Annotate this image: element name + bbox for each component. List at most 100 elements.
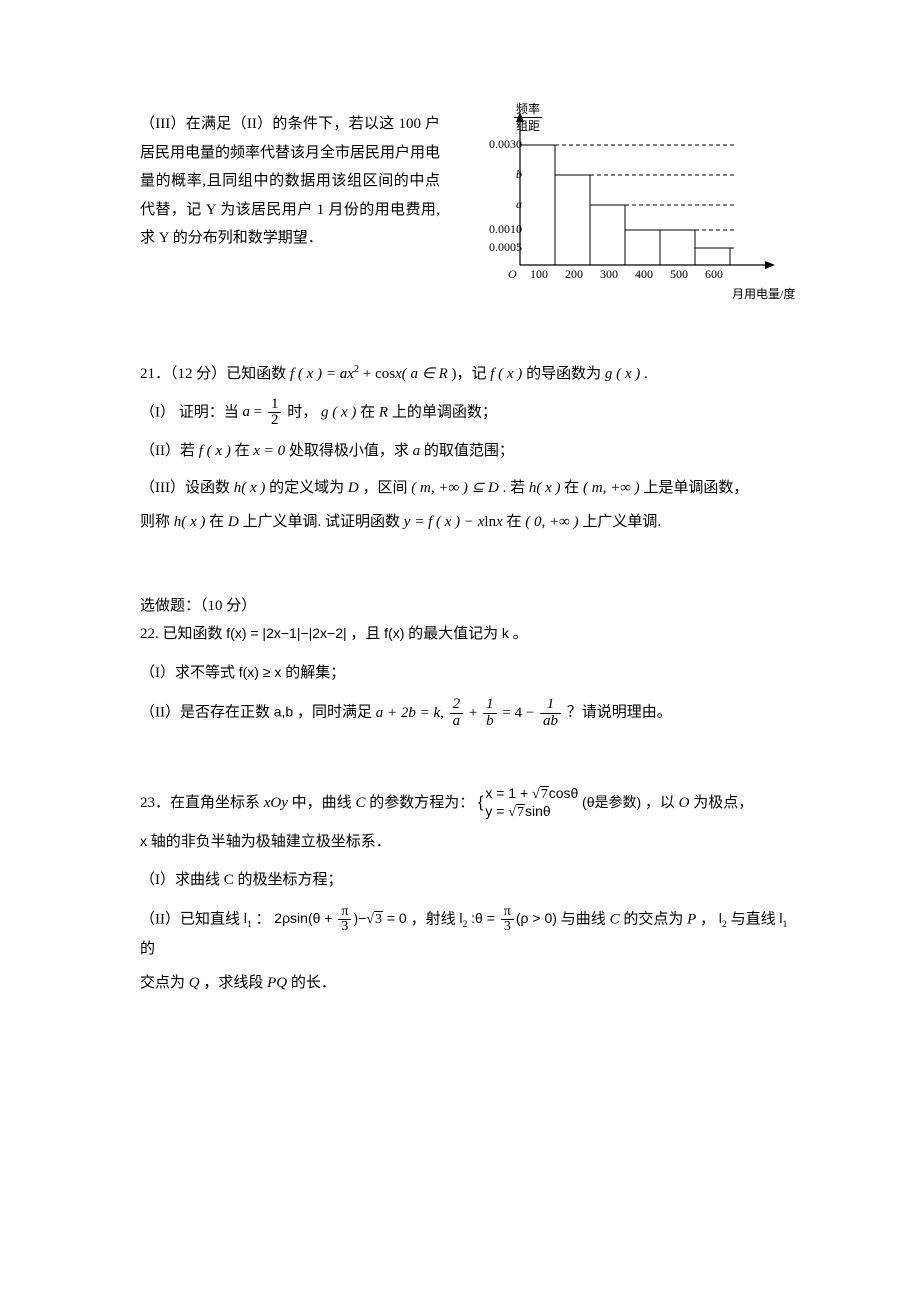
text: 则称 xyxy=(140,514,174,530)
parametric-cases: { x = 1 + √7cosθ y = √7sinθ xyxy=(478,785,578,822)
math: f ( x ) xyxy=(490,366,522,382)
math: ( m, +∞ ) xyxy=(583,480,640,496)
math: O xyxy=(679,794,690,810)
text: 的交点为 xyxy=(623,911,687,927)
math: a,b xyxy=(274,704,293,720)
text: 与曲线 xyxy=(561,911,610,927)
text: 上的单调函数； xyxy=(392,404,497,420)
text: . 若 xyxy=(503,480,529,496)
y-tick-label: 0.0005 xyxy=(489,241,522,253)
text: ，且 xyxy=(350,626,380,642)
math: C xyxy=(610,911,620,927)
text: 的长． xyxy=(291,975,336,991)
y-tick-label: b xyxy=(516,168,522,180)
math: x = 0 xyxy=(253,443,285,459)
optional-section-title: 选做题：（10 分） xyxy=(140,592,790,621)
math: l1 xyxy=(244,910,252,926)
text: 处取得极小值，求 xyxy=(289,443,413,459)
math: h( x ) xyxy=(174,514,206,530)
problem-22-part1: （I）求不等式 f(x) ≥ x 的解集； xyxy=(140,659,790,688)
problem-23: 23．在直角坐标系 xOy 中，曲线 C 的参数方程为： { x = 1 + √… xyxy=(140,785,790,998)
x-tick-label: 100 xyxy=(530,268,548,306)
math: a = 12 xyxy=(243,404,288,420)
y-axis-title-bottom: 组距 xyxy=(516,119,540,133)
y-axis-title-top: 频率 xyxy=(516,102,540,116)
problem-21-part3: （III）设函数 h( x ) 的定义域为 D ，区间 ( m, +∞ ) ⊆ … xyxy=(140,474,790,503)
problem-20-part3-block: （III）在满足（II）的条件下，若以这 100 户居民用电量的频率代替该月全市… xyxy=(140,110,790,300)
math: g ( x ) xyxy=(321,404,356,420)
problem-21-part2: （II）若 f ( x ) 在 x = 0 处取得极小值，求 a 的取值范围； xyxy=(140,437,790,466)
text: （III）设函数 xyxy=(140,480,234,496)
text: 在 xyxy=(360,404,379,420)
text: 上广义单调. xyxy=(582,514,661,530)
text: 22. 已知函数 xyxy=(140,626,223,642)
text: 在 xyxy=(235,443,254,459)
math: ( m, +∞ ) ⊆ D xyxy=(411,480,499,496)
text: 时， xyxy=(287,404,317,420)
text: ，同时满足 xyxy=(297,705,376,721)
math: ( 0, +∞ ) xyxy=(525,514,578,530)
text: （I）求不等式 xyxy=(140,665,235,681)
math: l1 xyxy=(779,910,787,926)
problem-22-stem: 22. 已知函数 f(x) = |2x−1|−|2x−2| ，且 f(x) 的最… xyxy=(140,620,790,649)
text: 中，曲线 xyxy=(292,794,356,810)
math: f ( x ) xyxy=(199,443,231,459)
problem-21: 21．（12 分）已知函数 f ( x ) = ax2 + cosx( a ∈ … xyxy=(140,360,790,537)
text: 的 xyxy=(140,941,155,957)
text: 的取值范围； xyxy=(424,443,514,459)
math: Q xyxy=(189,975,200,991)
text: 为极点， xyxy=(693,794,753,810)
math: D xyxy=(228,514,239,530)
text: （I） 证明：当 xyxy=(140,404,243,420)
problem-21-stem: 21．（12 分）已知函数 f ( x ) = ax2 + cosx( a ∈ … xyxy=(140,360,790,389)
math: P xyxy=(687,911,696,927)
text: 的解集； xyxy=(285,665,345,681)
text: ？请说明理由。 xyxy=(567,705,672,721)
text: ， xyxy=(700,911,715,927)
problem-23-stem-line2: x 轴的非负半轴为极轴建立极坐标系． xyxy=(140,828,790,857)
problem-22-part2: （II）是否存在正数 a,b ，同时满足 a + 2b = k, 2a + 1b… xyxy=(140,697,790,730)
y-tick-label: a xyxy=(516,198,522,210)
text: （II）已知直线 xyxy=(140,911,240,927)
y-tick-label: 0.0030 xyxy=(489,138,522,150)
math: 2ρsin(θ + π3)−√3 = 0 xyxy=(274,910,410,926)
math: f(x) = |2x−1|−|2x−2| xyxy=(226,625,346,641)
text: 轴的非负半轴为极轴建立极坐标系． xyxy=(151,834,391,850)
x-tick-label: 600 xyxy=(705,268,723,306)
problem-23-stem: 23．在直角坐标系 xOy 中，曲线 C 的参数方程为： { x = 1 + √… xyxy=(140,785,790,822)
text: )，记 xyxy=(451,366,490,382)
text: ，射线 xyxy=(411,911,456,927)
problem-21-part1: （I） 证明：当 a = 12 时， g ( x ) 在 R 上的单调函数； xyxy=(140,397,790,430)
text: 的参数方程为： xyxy=(369,794,474,810)
math: h( x ) xyxy=(529,480,561,496)
text: 的最大值记为 xyxy=(408,626,498,642)
page: （III）在满足（II）的条件下，若以这 100 户居民用电量的频率代替该月全市… xyxy=(0,0,920,1110)
math: PQ xyxy=(267,975,287,991)
math: f(x) ≥ x xyxy=(239,664,282,680)
frequency-histogram: 频率 组距 0.0030ba0.00100.0005 O100200300400… xyxy=(480,110,790,300)
math: f ( x ) = ax2 + cosx( a ∈ R xyxy=(290,366,448,382)
math: y = f ( x ) − xlnx xyxy=(404,514,503,530)
math: C xyxy=(355,794,365,810)
problem-21-part3-line2: 则称 h( x ) 在 D 上广义单调. 试证明函数 y = f ( x ) −… xyxy=(140,508,790,537)
math: g ( x ) xyxy=(605,366,640,382)
math: a + 2b = k, 2a + 1b = 4 − 1ab xyxy=(376,705,567,721)
text: （II）若 xyxy=(140,443,199,459)
problem-22: 22. 已知函数 f(x) = |2x−1|−|2x−2| ，且 f(x) 的最… xyxy=(140,620,790,730)
problem-23-part1: （I）求曲线 C 的极坐标方程； xyxy=(140,866,790,895)
text: 与直线 xyxy=(731,911,776,927)
x-tick-label: 500 xyxy=(670,268,688,306)
math: l2 xyxy=(459,910,467,926)
math: (θ是参数) xyxy=(582,793,641,809)
math: h( x ) xyxy=(234,480,266,496)
y-axis-title: 频率 组距 xyxy=(514,102,542,134)
math: l2 xyxy=(719,910,727,926)
problem-23-part2-line2: 交点为 Q ，求线段 PQ 的长． xyxy=(140,969,790,998)
math: D xyxy=(348,480,359,496)
math: x xyxy=(140,833,147,849)
math: xOy xyxy=(264,794,288,810)
text: 的导函数为 xyxy=(526,366,605,382)
math: k xyxy=(502,625,509,641)
x-tick-label: 200 xyxy=(565,268,583,306)
x-axis-title: 月用电量/度 xyxy=(732,283,795,306)
